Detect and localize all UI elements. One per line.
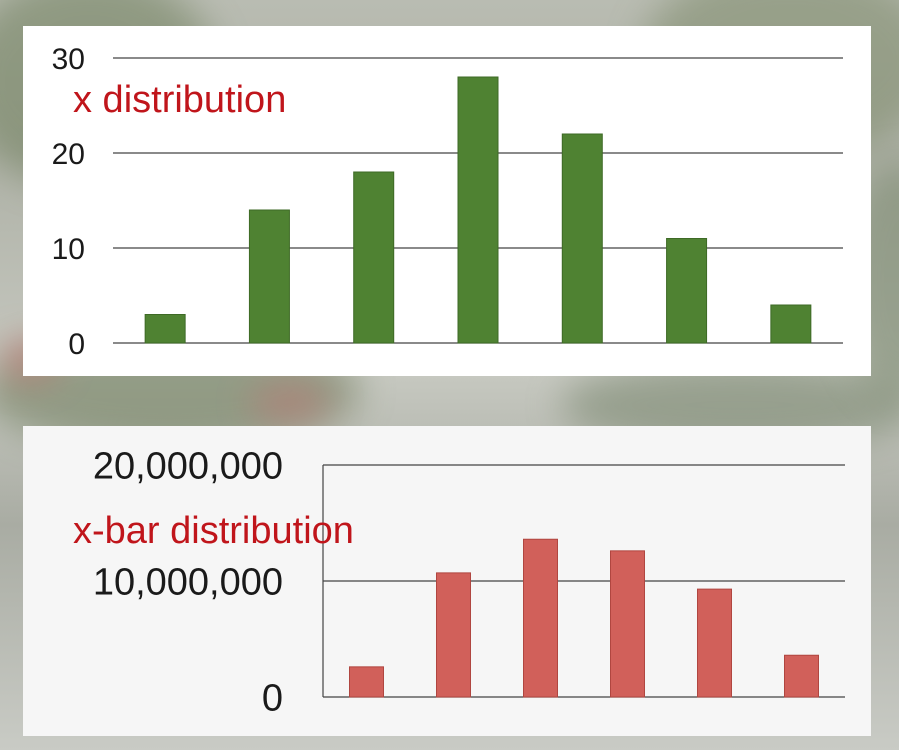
bar bbox=[561, 133, 603, 344]
bar bbox=[349, 666, 384, 698]
xbar-distribution-chart-panel: 0 10,000,000 20,000,000 x-bar distribution bbox=[23, 426, 871, 736]
bar bbox=[770, 304, 812, 344]
bar bbox=[436, 572, 471, 698]
y-tick-label: 20,000,000 bbox=[93, 446, 283, 488]
bar bbox=[144, 314, 186, 344]
chart-title: x distribution bbox=[73, 79, 286, 121]
bar bbox=[353, 171, 395, 344]
y-tick-label: 10 bbox=[52, 233, 85, 266]
xbar-distribution-chart: 0 10,000,000 20,000,000 x-bar distribution bbox=[73, 446, 845, 720]
bar bbox=[610, 550, 645, 698]
bar bbox=[523, 538, 558, 698]
bar bbox=[697, 588, 732, 698]
bar bbox=[457, 76, 499, 344]
x-distribution-chart-panel: 0 10 20 30 x distribution bbox=[23, 26, 871, 376]
y-tick-label: 10,000,000 bbox=[93, 562, 283, 604]
y-tick-label: 0 bbox=[68, 328, 85, 361]
bar bbox=[248, 209, 290, 344]
chart-title: x-bar distribution bbox=[73, 510, 354, 552]
x-distribution-chart: 0 10 20 30x distribution bbox=[52, 43, 843, 361]
y-tick-label: 0 bbox=[262, 678, 283, 720]
background-flowers bbox=[250, 385, 330, 420]
y-tick-label: 30 bbox=[52, 43, 85, 76]
y-tick-label: 20 bbox=[52, 138, 85, 171]
bar bbox=[784, 654, 819, 698]
bar bbox=[666, 238, 708, 344]
